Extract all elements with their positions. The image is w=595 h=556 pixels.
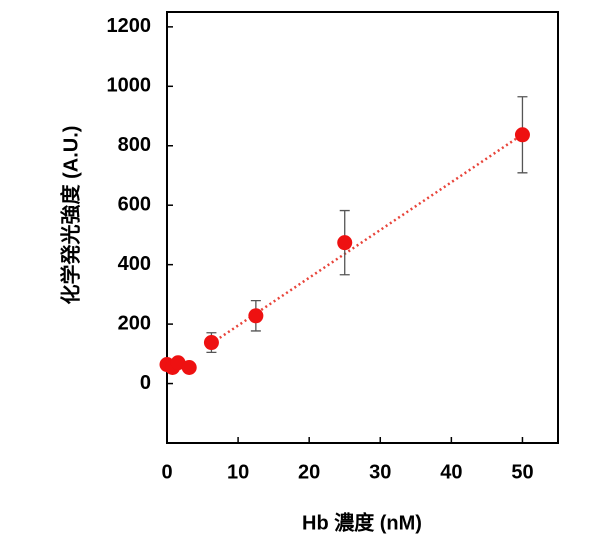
point (337, 235, 353, 251)
x-axis-label: Hb 濃度 (nM) (302, 510, 422, 534)
point (181, 360, 197, 376)
point (514, 127, 530, 143)
y-tick-label: 1200 (107, 15, 152, 37)
x-tick-label: 50 (511, 461, 533, 483)
x-tick-label: 20 (298, 461, 320, 483)
y-axis-label: 化学発光強度 (A.U.) (58, 126, 82, 305)
y-tick-label: 800 (118, 134, 151, 156)
y-tick-label: 1000 (107, 75, 152, 97)
x-tick-label: 40 (440, 461, 462, 483)
y-tick-label: 0 (140, 372, 151, 394)
y-tick-label: 600 (118, 193, 151, 215)
y-tick-label: 400 (118, 253, 151, 275)
plot-frame (166, 11, 559, 444)
x-tick-label: 30 (369, 461, 391, 483)
point (203, 335, 219, 351)
x-tick-label: 10 (227, 461, 249, 483)
y-tick-label: 200 (118, 312, 151, 334)
x-tick-label: 0 (161, 461, 172, 483)
point (248, 308, 264, 324)
